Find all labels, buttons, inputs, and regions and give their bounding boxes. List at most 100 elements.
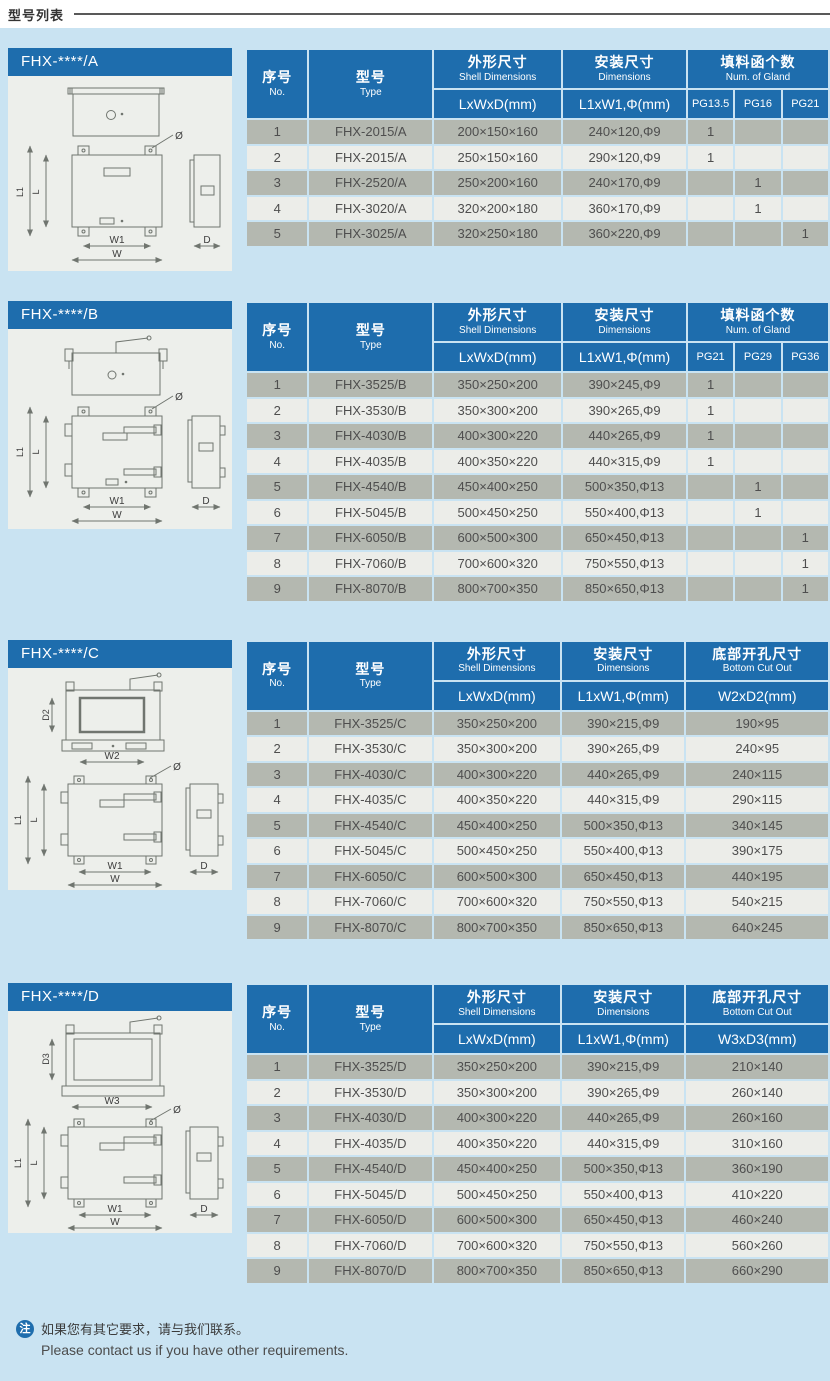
table-row: 3 FHX-4030/B 400×300×220 440×265,Φ9 1 xyxy=(247,424,828,448)
col-sub-gland-1: PG21 xyxy=(687,343,734,371)
table-cell: 360×170,Φ9 xyxy=(563,196,686,220)
diagram-panel-d: D3 W3 xyxy=(8,1011,232,1233)
dim-label-w: W xyxy=(110,874,120,885)
table-cell: 240×120,Φ9 xyxy=(563,120,686,144)
table-cell: FHX-4030/B xyxy=(309,424,433,448)
table-cell: 500×350,Φ13 xyxy=(563,475,686,499)
table-cell: 260×160 xyxy=(686,1106,828,1130)
col-header-install: 安装尺寸 Dimensions xyxy=(562,985,685,1023)
table-cell: 290×115 xyxy=(686,788,828,812)
table-cell: FHX-4030/D xyxy=(309,1106,432,1130)
section-c: FHX-****/C D2 xyxy=(8,639,830,942)
table-cell: 390×245,Φ9 xyxy=(563,373,686,397)
table-cell xyxy=(687,171,734,195)
col-unit-cutout: W3xD3(mm) xyxy=(686,1025,828,1053)
col-unit-cutout: W2xD2(mm) xyxy=(686,681,828,710)
table-cell: 390×265,Φ9 xyxy=(563,398,686,422)
table-cell: 320×250×180 xyxy=(434,222,562,246)
table-cell: 400×350×220 xyxy=(433,1131,561,1155)
table-cell: 240×170,Φ9 xyxy=(563,171,686,195)
dim-label-w3: W3 xyxy=(105,1096,120,1107)
enclosure-drawing-b: L1 L W1 W Ø xyxy=(15,335,226,524)
dim-label-l: L xyxy=(31,189,41,194)
table-cell: 8 xyxy=(247,890,308,914)
table-cell xyxy=(735,373,781,397)
dim-label-phi: Ø xyxy=(175,131,183,142)
table-cell: 390×265,Φ9 xyxy=(562,737,685,761)
table-cell xyxy=(687,577,734,601)
col-unit-shell: LxWxD(mm) xyxy=(433,1025,561,1053)
col-unit-install: L1xW1,Φ(mm) xyxy=(563,90,686,118)
table-cell: 500×450×250 xyxy=(433,839,561,863)
dim-label-w1: W1 xyxy=(108,861,123,872)
spec-table-c: 序号 No. 型号 Type 外形尺寸 Shell Dimensions 安装尺寸 Di… xyxy=(245,640,830,942)
table-cell: 850×650,Φ13 xyxy=(562,1259,685,1283)
table-cell: FHX-2015/A xyxy=(309,120,433,144)
table-cell: FHX-3020/A xyxy=(309,196,433,220)
diagram-panel-a: L1 L W1 W Ø xyxy=(8,76,232,271)
table-cell xyxy=(782,373,828,397)
table-cell: 1 xyxy=(687,449,734,473)
table-cell: 3 xyxy=(247,171,308,195)
table-cell: 390×215,Φ9 xyxy=(562,1055,685,1079)
table-cell: 6 xyxy=(247,839,308,863)
table-cell: FHX-4035/C xyxy=(309,788,432,812)
table-row: 9 FHX-8070/D 800×700×350 850×650,Φ13 660×290 xyxy=(247,1259,828,1283)
col-sub-gland-1: PG13.5 xyxy=(687,90,734,118)
table-cell xyxy=(735,526,781,550)
table-cell: 2 xyxy=(247,737,308,761)
table-cell: 9 xyxy=(247,1259,308,1283)
table-cell: FHX-8070/D xyxy=(309,1259,432,1283)
table-row: 8 FHX-7060/B 700×600×320 750×550,Φ13 1 xyxy=(247,551,828,575)
table-cell: 1 xyxy=(782,526,828,550)
table-cell: 1 xyxy=(735,196,781,220)
content: FHX-****/A xyxy=(0,28,830,1358)
table-cell xyxy=(782,475,828,499)
table-cell xyxy=(735,222,781,246)
table-cell: 400×350×220 xyxy=(434,449,562,473)
col-header-install: 安装尺寸 Dimensions xyxy=(563,50,686,88)
table-cell: 600×500×300 xyxy=(434,526,562,550)
col-header-no: 序号 No. xyxy=(247,50,308,118)
table-cell xyxy=(782,424,828,448)
section-heading-b: FHX-****/B xyxy=(8,301,232,329)
col-header-shell: 外形尺寸 Shell Dimensions xyxy=(433,985,561,1023)
table-cell: FHX-5045/B xyxy=(309,500,433,524)
table-cell: 360×190 xyxy=(686,1157,828,1181)
table-cell: 340×145 xyxy=(686,813,828,837)
table-cell: 320×200×180 xyxy=(434,196,562,220)
table-row: 6 FHX-5045/C 500×450×250 550×400,Φ13 390×175 xyxy=(247,839,828,863)
table-cell: 7 xyxy=(247,1208,308,1232)
col-header-gland: 填料函个数 Num. of Gland xyxy=(687,303,828,341)
title-bar: 型号列表 xyxy=(0,0,830,28)
col-sub-gland-2: PG29 xyxy=(735,343,781,371)
table-cell xyxy=(735,551,781,575)
table-cell: 200×150×160 xyxy=(434,120,562,144)
table-cell: 5 xyxy=(247,813,308,837)
table-cell: 500×450×250 xyxy=(433,1182,561,1206)
table-cell: FHX-4030/C xyxy=(309,762,432,786)
dim-label-d: D xyxy=(200,1204,207,1215)
table-cell: 2 xyxy=(247,1080,308,1104)
table-cell xyxy=(735,145,781,169)
table-row: 2 FHX-3530/D 350×300×200 390×265,Φ9 260×140 xyxy=(247,1080,828,1104)
table-cell: 350×300×200 xyxy=(434,398,562,422)
dim-label-phi: Ø xyxy=(175,392,183,403)
table-cell: FHX-6050/D xyxy=(309,1208,432,1232)
table-cell: 3 xyxy=(247,762,308,786)
dim-label-d: D xyxy=(200,861,207,872)
section-d: FHX-****/D D3 W3 xyxy=(8,983,830,1285)
table-cell: 1 xyxy=(247,120,308,144)
table-cell: 550×400,Φ13 xyxy=(562,839,685,863)
table-cell: 350×250×200 xyxy=(434,373,562,397)
col-header-cutout: 底部开孔尺寸 Bottom Cut Out xyxy=(686,641,828,680)
table-row: 7 FHX-6050/D 600×500×300 650×450,Φ13 460×240 xyxy=(247,1208,828,1232)
table-cell: 450×400×250 xyxy=(434,475,562,499)
table-cell: 390×265,Φ9 xyxy=(562,1080,685,1104)
table-cell: 440×315,Φ9 xyxy=(563,449,686,473)
col-header-install: 安装尺寸 Dimensions xyxy=(563,303,686,341)
dim-label-l1: L1 xyxy=(15,447,25,457)
col-unit-install: L1xW1,Φ(mm) xyxy=(562,681,685,710)
table-cell xyxy=(782,120,828,144)
note-text-chinese: 如果您有其它要求，请与我们联系。 xyxy=(41,1321,250,1337)
